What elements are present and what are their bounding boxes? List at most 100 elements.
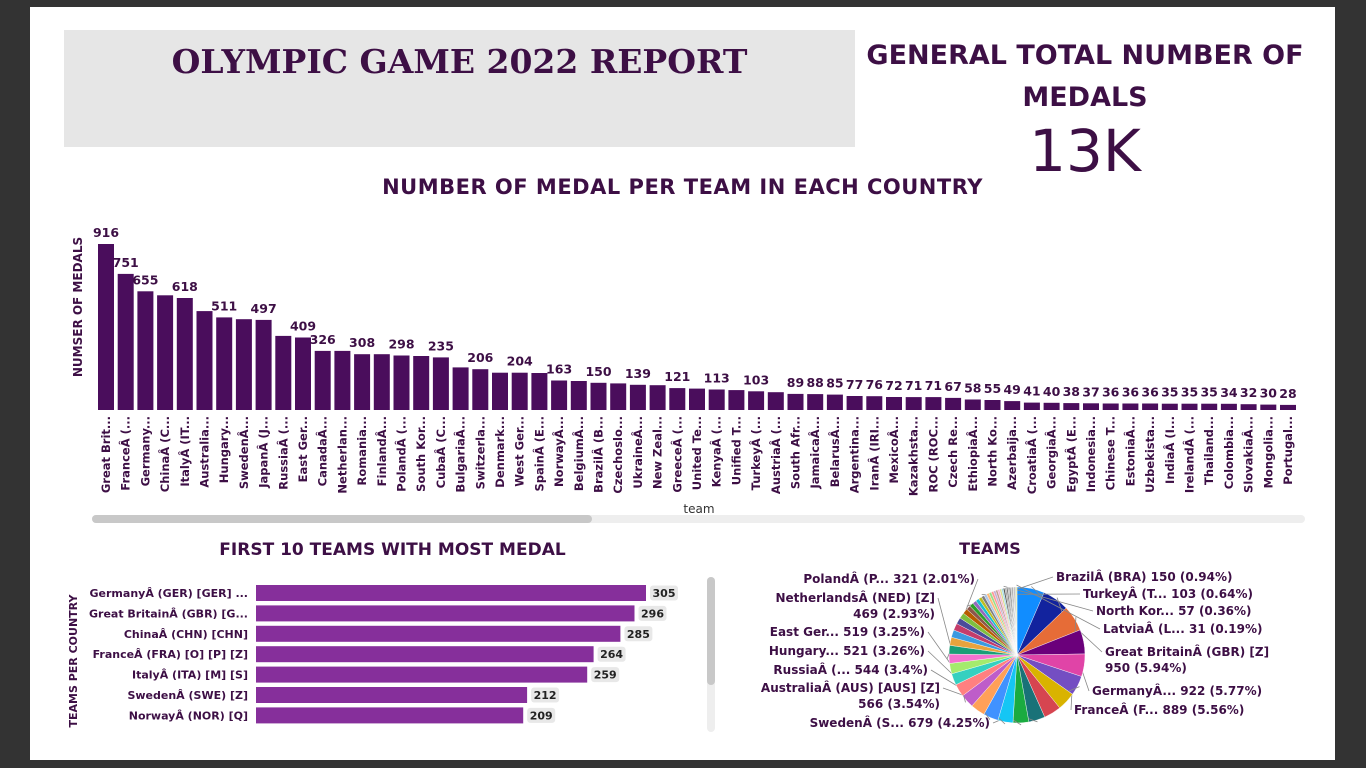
team-bar xyxy=(787,393,804,410)
team-tick-label: Hungary... xyxy=(217,416,231,483)
team-tick-label: West Ger... xyxy=(513,416,527,487)
top-team-bar xyxy=(256,646,594,663)
team-tick-label: IndiaÂ (I... xyxy=(1162,416,1177,484)
team-bar xyxy=(1142,403,1159,410)
vertical-scrollbar-thumb[interactable] xyxy=(707,577,715,685)
team-tick-label: BrazilÂ (B... xyxy=(591,416,606,493)
team-bar xyxy=(1083,403,1099,410)
team-tick-label: UkraineÂ... xyxy=(630,416,645,489)
team-bar xyxy=(590,382,607,410)
team-bar xyxy=(531,373,548,410)
team-bar-data-label: 35 xyxy=(1200,385,1217,400)
team-tick-label: South Afr... xyxy=(789,416,803,489)
pie-label: BrazilÂ (BRA) 150 (0.94%) xyxy=(1056,569,1233,584)
team-tick-label: Thailand... xyxy=(1202,416,1216,485)
pie-label: East Ger... 519 (3.25%) xyxy=(770,625,925,639)
top-team-label: GermanyÂ (GER) [GER] ... xyxy=(90,587,248,600)
pie-chart-title: TEAMS xyxy=(959,539,1021,558)
team-tick-label: BulgariaÂ... xyxy=(453,416,468,492)
team-bar-data-label: 103 xyxy=(743,372,769,387)
team-bar-data-label: 139 xyxy=(625,366,651,381)
top-team-value-badge xyxy=(638,605,667,621)
team-bar xyxy=(767,392,784,410)
pie-label: GermanyÂ... 922 (5.77%) xyxy=(1092,683,1262,698)
team-bar-data-label: 55 xyxy=(984,381,1001,396)
top-team-data-label: 296 xyxy=(641,607,664,620)
pie-label-name: North Kor... xyxy=(1096,604,1178,618)
team-bar xyxy=(176,298,193,410)
team-bar xyxy=(295,337,311,410)
team-tick-label: JamaicaÂ... xyxy=(807,416,822,490)
top-team-value-badge xyxy=(650,585,678,601)
team-tick-label: MexicoÂ... xyxy=(886,416,901,484)
team-bar xyxy=(570,381,587,410)
pie-label-name: BrazilÂ (BRA) xyxy=(1056,569,1151,584)
top-team-data-label: 285 xyxy=(627,628,650,641)
team-bar xyxy=(826,394,843,410)
team-tick-label: EgyptÂ (E... xyxy=(1063,416,1078,492)
pie-label: TurkeyÂ (T... 103 (0.64%) xyxy=(1083,586,1253,601)
team-tick-label: Unified T... xyxy=(729,416,743,485)
pie-label: PolandÂ (P... 321 (2.01%) xyxy=(803,571,975,586)
team-tick-label: Romania... xyxy=(355,416,369,486)
team-bar xyxy=(1201,403,1218,410)
pie-slice xyxy=(1015,586,1018,656)
team-bar-data-label: 49 xyxy=(1003,382,1020,397)
vertical-scrollbar[interactable] xyxy=(707,577,715,732)
pie-label-name: Hungary... xyxy=(769,644,843,658)
team-tick-label: Germany... xyxy=(138,416,152,486)
team-bar-data-label: 89 xyxy=(787,375,804,390)
team-bar-data-label: 204 xyxy=(507,354,533,369)
pie-leader-line xyxy=(1003,585,1094,612)
pie-value-label: 521 (3.26%) xyxy=(843,644,925,658)
team-tick-label: Czech Re... xyxy=(946,416,960,488)
pie-label-name: East Ger... xyxy=(770,625,843,639)
team-tick-label: GreeceÂ (... xyxy=(669,416,684,493)
team-tick-label: CroatiaÂ (... xyxy=(1024,416,1039,494)
title-box: OLYMPIC GAME 2022 REPORT xyxy=(64,30,855,147)
team-bar xyxy=(1181,403,1198,410)
team-bar-data-label: 77 xyxy=(846,377,863,392)
team-tick-label: IranÂ (IRI... xyxy=(866,416,881,491)
team-bar xyxy=(373,354,390,410)
team-bar-data-label: 36 xyxy=(1102,385,1120,400)
pie-value-label: 566 (3.54%) xyxy=(858,697,940,711)
scrollbar-thumb[interactable] xyxy=(92,515,592,523)
team-bar xyxy=(196,311,213,410)
team-bar xyxy=(748,391,765,410)
top-team-label: Great BritainÂ (GBR) [G... xyxy=(89,607,248,620)
top-team-data-label: 305 xyxy=(653,587,676,600)
top-team-label: NorwayÂ (NOR) [Q] xyxy=(129,709,248,722)
top-team-value-badge xyxy=(597,646,626,662)
top-team-value-badge xyxy=(527,707,556,723)
team-bar-data-label: 71 xyxy=(905,378,922,393)
team-tick-label: Great Brit... xyxy=(99,416,113,493)
team-tick-label: ItalyÂ (IT... xyxy=(177,416,192,487)
team-tick-label: Czechoslo... xyxy=(611,416,625,494)
team-bar xyxy=(905,397,922,410)
pie-label: SwedenÂ (S... 679 (4.25%) xyxy=(810,715,990,730)
team-tick-label: Azerbaija... xyxy=(1005,416,1019,490)
pie-label: LatviaÂ (L... 31 (0.19%) xyxy=(1103,621,1262,636)
team-tick-label: United Te... xyxy=(690,416,704,490)
pie-label-name: RussiaÂ (... xyxy=(773,662,854,677)
team-tick-label: EstoniaÂ... xyxy=(1122,416,1137,486)
team-bar xyxy=(1122,403,1139,410)
pie-value-label: 57 (0.36%) xyxy=(1178,604,1251,618)
team-bar-data-label: 41 xyxy=(1023,384,1040,399)
team-bar xyxy=(235,319,252,410)
team-bar-data-label: 58 xyxy=(964,381,981,396)
team-bar-data-label: 35 xyxy=(1161,385,1178,400)
pie-label: Great BritainÂ (GBR) [Z] xyxy=(1105,644,1269,659)
team-tick-label: SlovakiaÂ... xyxy=(1241,416,1256,493)
team-bar-data-label: 308 xyxy=(349,335,375,350)
team-tick-label: SwedenÂ... xyxy=(236,416,251,489)
top-team-bar xyxy=(256,625,621,642)
team-bar xyxy=(964,399,981,410)
team-bar-data-label: 36 xyxy=(1141,385,1159,400)
pie-label: Hungary... 521 (3.26%) xyxy=(769,644,925,658)
pie-label: North Kor... 57 (0.36%) xyxy=(1096,604,1252,618)
team-bar-data-label: 85 xyxy=(826,376,843,391)
horizontal-scrollbar[interactable] xyxy=(92,515,1305,523)
team-tick-label: Portugal... xyxy=(1281,416,1295,485)
